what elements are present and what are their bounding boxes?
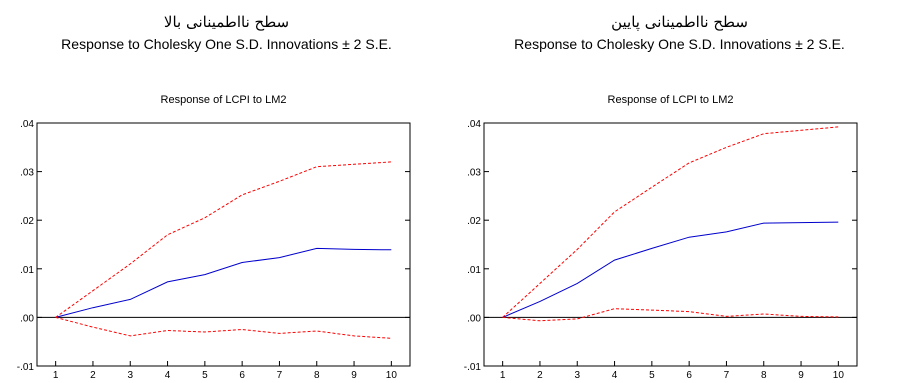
right-x-tick-label: 9: [798, 370, 804, 381]
left-y-tick-label: .02: [20, 216, 34, 227]
right-x-tick-label: 1: [500, 370, 506, 381]
left-x-tick-label: 3: [127, 370, 133, 381]
right-y-tick-label: .01: [467, 265, 481, 276]
right-y-tick-label: .03: [467, 168, 481, 179]
right-y-tick-label: .04: [467, 119, 481, 130]
left-y-tick-label: .01: [20, 265, 34, 276]
left-x-tick-label: 1: [53, 370, 59, 381]
left-y-tick-label: .04: [20, 119, 34, 130]
right-response-line: [502, 221, 839, 318]
right-plot-frame: [483, 122, 858, 367]
right-lower-band-line: [502, 308, 839, 322]
right-x-tick-label: 5: [649, 370, 655, 381]
left-x-tick-label: 5: [202, 370, 208, 381]
right-upper-band-line: [502, 126, 839, 318]
right-x-tick-label: 10: [833, 370, 845, 381]
left-lower-band-line: [55, 316, 392, 339]
right-english-title: Response to Cholesky One S.D. Innovation…: [514, 36, 845, 52]
right-x-tick-label: 8: [761, 370, 767, 381]
left-plot-frame: [36, 122, 411, 367]
left-y-tick-label: .00: [20, 313, 34, 324]
left-y-tick-label: -.01: [17, 362, 35, 373]
right-y-tick-label: .02: [467, 216, 481, 227]
right-x-tick-label: 7: [724, 370, 730, 381]
right-panel-header: سطح نااطمینانی پایین Response to Cholesk…: [453, 0, 906, 53]
left-x-tick-label: 4: [165, 370, 171, 381]
right-y-tick-label: -.01: [464, 362, 482, 373]
right-y-tick-label: .00: [467, 313, 481, 324]
left-x-tick-label: 9: [351, 370, 357, 381]
left-response-line: [55, 247, 392, 318]
left-english-title: Response to Cholesky One S.D. Innovation…: [61, 36, 392, 52]
left-panel-header: سطح نااطمینانی بالا Response to Cholesky…: [0, 0, 453, 53]
right-x-tick-label: 3: [574, 370, 580, 381]
left-x-tick-label: 10: [386, 370, 398, 381]
left-x-tick-label: 8: [314, 370, 320, 381]
right-x-tick-label: 6: [686, 370, 692, 381]
right-x-tick-label: 4: [612, 370, 618, 381]
left-chart-title: Response of LCPI to LM2: [161, 94, 287, 106]
right-x-tick-label: 2: [537, 370, 543, 381]
left-x-tick-label: 2: [90, 370, 96, 381]
left-upper-band-line: [55, 161, 392, 318]
left-chart: Response of LCPI to LM2 -.01 .00 .01 .02 .03.…: [17, 94, 411, 381]
right-persian-title: سطح نااطمینانی پایین: [611, 13, 748, 31]
right-chart-title: Response of LCPI to LM2: [608, 94, 734, 106]
left-y-tick-label: .03: [20, 168, 34, 179]
left-x-tick-label: 7: [277, 370, 283, 381]
left-x-tick-label: 6: [239, 370, 245, 381]
left-persian-title: سطح نااطمینانی بالا: [163, 13, 290, 31]
right-chart: Response of LCPI to LM2 -.01 .00 .01 .02 .03.…: [464, 94, 858, 381]
